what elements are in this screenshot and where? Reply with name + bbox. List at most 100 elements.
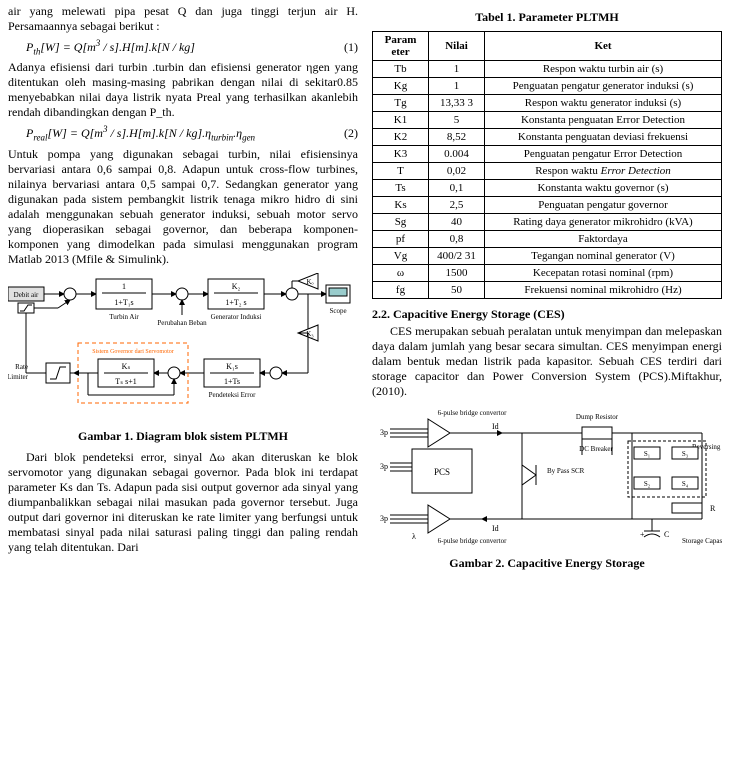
table-cell: Tb <box>373 61 429 78</box>
table-cell: Penguatan pengatur Error Detection <box>485 146 722 163</box>
table-row: Sg40Rating daya generator mikrohidro (kV… <box>373 214 722 231</box>
table-cell: Penguatan pengatur generator induksi (s) <box>485 78 722 95</box>
table-cell: 8,52 <box>429 129 485 146</box>
table-cell: Respon waktu generator induksi (s) <box>485 95 722 112</box>
th-param: Param eter <box>373 32 429 61</box>
table-cell: Rating daya generator mikrohidro (kVA) <box>485 214 722 231</box>
table-cell: 50 <box>429 282 485 299</box>
svg-text:S₁: S₁ <box>644 450 650 458</box>
table-cell: 400/2 31 <box>429 248 485 265</box>
table-row: Kg1Penguatan pengatur generator induksi … <box>373 78 722 95</box>
svg-text:6-pulse bridge convertor: 6-pulse bridge convertor <box>438 537 507 545</box>
table-cell: Respon waktu Error Detection <box>485 163 722 180</box>
block-diagram: Debit air 1 1+T₁s Turbin Air Perubahan B… <box>8 273 358 423</box>
table-row: pf0,8Faktordaya <box>373 231 722 248</box>
fig2-caption: Gambar 2. Capacitive Energy Storage <box>372 556 722 571</box>
table-cell: Konstanta waktu governor (s) <box>485 180 722 197</box>
svg-text:6-pulse bridge convertor: 6-pulse bridge convertor <box>438 409 507 417</box>
table-cell: 13,33 3 <box>429 95 485 112</box>
table-cell: K2 <box>373 129 429 146</box>
svg-text:Dump Resistor: Dump Resistor <box>576 413 619 421</box>
table-cell: Tg <box>373 95 429 112</box>
table-cell: Faktordaya <box>485 231 722 248</box>
svg-text:DC Breaker: DC Breaker <box>579 445 613 453</box>
th-nilai: Nilai <box>429 32 485 61</box>
perubahan-label: Perubahan Beban <box>157 319 207 327</box>
svg-text:Storage Capasitor: Storage Capasitor <box>682 537 722 545</box>
para2: Adanya efisiensi dari turbin .turbin dan… <box>8 60 358 120</box>
table-cell: 0,02 <box>429 163 485 180</box>
table-cell: K1 <box>373 112 429 129</box>
table-cell: Kg <box>373 78 429 95</box>
svg-text:3p: 3p <box>380 428 388 437</box>
table-cell: Tegangan nominal generator (V) <box>485 248 722 265</box>
table-cell: Frekuensi nominal mikrohidro (Hz) <box>485 282 722 299</box>
table-cell: 1 <box>429 78 485 95</box>
table-row: ω1500Kecepatan rotasi nominal (rpm) <box>373 265 722 282</box>
svg-text:Tₛ s+1: Tₛ s+1 <box>115 377 137 386</box>
gen-label: Generator Induksi <box>211 313 262 321</box>
table-row: K28,52Konstanta penguatan deviasi frekue… <box>373 129 722 146</box>
para3: Untuk pompa yang digunakan sebagai turbi… <box>8 147 358 267</box>
eq1: Pth[W] = Q[m3 / s].H[m].k[N / kg] <box>8 38 328 56</box>
err-label: Pendeteksi Error <box>209 391 257 399</box>
para4: Dari blok pendeteksi error, sinyal Δω ak… <box>8 450 358 555</box>
table-row: K30.004Penguatan pengatur Error Detectio… <box>373 146 722 163</box>
eq1-num: (1) <box>328 40 358 55</box>
svg-text:3p: 3p <box>380 514 388 523</box>
svg-text:+: + <box>640 530 645 539</box>
para-ces: CES merupakan sebuah peralatan untuk men… <box>372 324 722 399</box>
table-cell: K3 <box>373 146 429 163</box>
table-cell: Kecepatan rotasi nominal (rpm) <box>485 265 722 282</box>
svg-text:1+T₁s: 1+T₁s <box>114 298 133 307</box>
table-cell: 0,8 <box>429 231 485 248</box>
table-cell: 2,5 <box>429 197 485 214</box>
table-cell: 0,1 <box>429 180 485 197</box>
table-cell: 40 <box>429 214 485 231</box>
table-row: T0,02Respon waktu Error Detection <box>373 163 722 180</box>
table-row: Vg400/2 31Tegangan nominal generator (V) <box>373 248 722 265</box>
eq2: Preal[W] = Q[m3 / s].H[m].k[N / kg].ηtur… <box>8 124 328 142</box>
table-cell: 0.004 <box>429 146 485 163</box>
table-cell: Ks <box>373 197 429 214</box>
svg-text:By Pass SCR: By Pass SCR <box>547 467 585 475</box>
svg-text:K₁s: K₁s <box>226 362 238 371</box>
eq2-num: (2) <box>328 126 358 141</box>
gov-box-label: Sistem Governor dari Servomotor <box>92 349 174 355</box>
table-row: Ts0,1Konstanta waktu governor (s) <box>373 180 722 197</box>
table-cell: Vg <box>373 248 429 265</box>
svg-text:1+T₂ s: 1+T₂ s <box>225 298 246 307</box>
sec22-heading: 2.2. Capacitive Energy Storage (CES) <box>372 307 722 322</box>
svg-text:S₂: S₂ <box>644 480 651 488</box>
svg-text:1: 1 <box>122 282 126 291</box>
table-row: Tb1Respon waktu turbin air (s) <box>373 61 722 78</box>
table-row: Tg13,33 3Respon waktu generator induksi … <box>373 95 722 112</box>
table-row: Ks2,5Penguatan pengatur governor <box>373 197 722 214</box>
svg-text:R: R <box>710 504 716 513</box>
table-row: K15Konstanta penguatan Error Detection <box>373 112 722 129</box>
svg-text:1+Ts: 1+Ts <box>224 377 240 386</box>
turbin-label: Turbin Air <box>109 313 139 321</box>
table-cell: fg <box>373 282 429 299</box>
ces-diagram: 3p 3p 3p λ 6-pulse bridge convertor Id <box>372 405 722 550</box>
table-cell: Ts <box>373 180 429 197</box>
svg-text:C: C <box>664 530 669 539</box>
table-cell: 5 <box>429 112 485 129</box>
param-table: Param eter Nilai Ket Tb1Respon waktu tur… <box>372 31 722 299</box>
svg-text:3p: 3p <box>380 462 388 471</box>
svg-text:S₃: S₃ <box>682 450 689 458</box>
table-cell: ω <box>373 265 429 282</box>
table-cell: Respon waktu turbin air (s) <box>485 61 722 78</box>
svg-text:Kₛ: Kₛ <box>122 362 131 371</box>
table-cell: T <box>373 163 429 180</box>
table-cell: Penguatan pengatur governor <box>485 197 722 214</box>
debit-air-label: Debit air <box>14 291 39 299</box>
pcs-label: PCS <box>434 467 450 477</box>
svg-text:Limiter: Limiter <box>8 373 29 381</box>
table-cell: 1500 <box>429 265 485 282</box>
table-cell: 1 <box>429 61 485 78</box>
svg-text:Id: Id <box>492 524 499 533</box>
para1: air yang melewati pipa pesat Q dan juga … <box>8 4 358 34</box>
table-caption: Tabel 1. Parameter PLTMH <box>372 10 722 25</box>
svg-text:Id: Id <box>492 422 499 431</box>
